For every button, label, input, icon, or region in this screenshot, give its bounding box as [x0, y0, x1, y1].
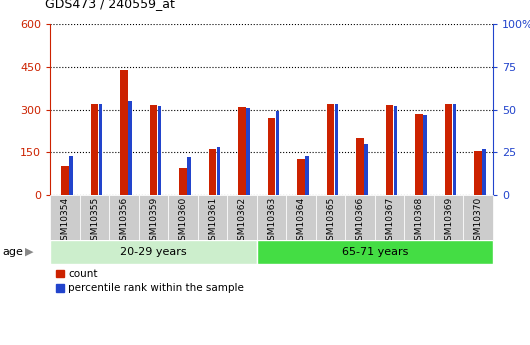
Bar	[445, 104, 452, 195]
Bar	[404, 195, 434, 240]
Bar	[169, 195, 198, 240]
Bar	[50, 195, 80, 240]
Text: 65-71 years: 65-71 years	[342, 247, 408, 257]
Text: GSM10363: GSM10363	[267, 197, 276, 246]
Bar	[180, 168, 187, 195]
Text: 20-29 years: 20-29 years	[120, 247, 187, 257]
Bar	[453, 105, 456, 195]
Bar	[128, 101, 131, 195]
Bar	[61, 167, 69, 195]
Bar	[276, 111, 279, 195]
Bar	[238, 107, 246, 195]
Bar	[109, 195, 139, 240]
Text: GDS473 / 240559_at: GDS473 / 240559_at	[45, 0, 175, 10]
Bar	[386, 105, 393, 195]
Bar	[463, 195, 493, 240]
Bar	[416, 114, 423, 195]
Text: GSM10360: GSM10360	[179, 197, 188, 246]
Bar	[364, 144, 368, 195]
Text: GSM10365: GSM10365	[326, 197, 335, 246]
Bar	[69, 156, 73, 195]
Bar	[316, 195, 346, 240]
Bar	[99, 105, 102, 195]
Text: GSM10368: GSM10368	[414, 197, 423, 246]
Text: ▶: ▶	[25, 247, 34, 257]
Bar	[209, 149, 216, 195]
Text: GSM10362: GSM10362	[237, 197, 246, 246]
Bar	[227, 195, 257, 240]
Text: GSM10367: GSM10367	[385, 197, 394, 246]
Bar	[139, 195, 169, 240]
Bar	[357, 138, 364, 195]
Bar	[187, 157, 191, 195]
Bar	[482, 149, 485, 195]
Text: GSM10370: GSM10370	[474, 197, 483, 246]
Bar	[327, 104, 334, 195]
Bar	[157, 106, 161, 195]
Text: GSM10355: GSM10355	[90, 197, 99, 246]
Bar	[394, 106, 397, 195]
Bar	[257, 195, 286, 240]
Bar	[434, 195, 463, 240]
Text: GSM10354: GSM10354	[60, 197, 69, 246]
Bar	[50, 240, 257, 264]
Bar	[217, 147, 220, 195]
Text: GSM10366: GSM10366	[356, 197, 365, 246]
Bar	[474, 151, 482, 195]
Bar	[346, 195, 375, 240]
Bar	[120, 70, 128, 195]
Text: GSM10359: GSM10359	[149, 197, 158, 246]
Bar	[297, 159, 305, 195]
Bar	[334, 105, 338, 195]
Bar	[91, 104, 98, 195]
Bar	[198, 195, 227, 240]
Text: GSM10356: GSM10356	[120, 197, 129, 246]
Text: GSM10361: GSM10361	[208, 197, 217, 246]
Bar	[423, 115, 427, 195]
Bar	[286, 195, 316, 240]
Text: GSM10364: GSM10364	[297, 197, 306, 246]
Text: age: age	[3, 247, 23, 257]
Bar	[375, 195, 404, 240]
Bar	[80, 195, 109, 240]
Text: GSM10369: GSM10369	[444, 197, 453, 246]
Bar	[268, 118, 275, 195]
Bar	[150, 105, 157, 195]
Bar	[246, 108, 250, 195]
Legend: count, percentile rank within the sample: count, percentile rank within the sample	[56, 269, 244, 293]
Bar	[257, 240, 493, 264]
Bar	[305, 156, 308, 195]
